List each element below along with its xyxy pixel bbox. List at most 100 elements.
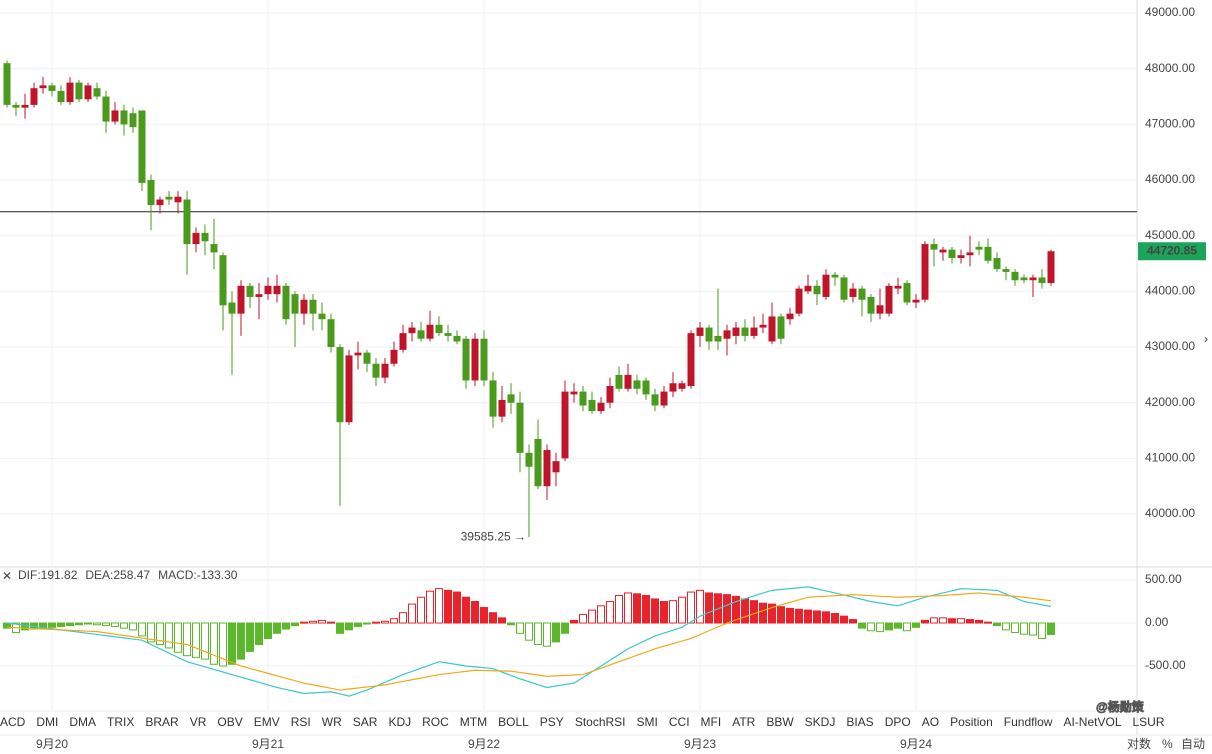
- indicator-tab[interactable]: BIAS: [846, 715, 873, 729]
- indicator-tab[interactable]: WR: [322, 715, 342, 729]
- legend-entry: DIF:191.82: [18, 568, 78, 582]
- candle-body: [21, 104, 29, 108]
- candle-body: [174, 196, 182, 203]
- macd-bar: [813, 610, 821, 624]
- macd-line: [6, 586, 1052, 697]
- macd-bar: [1047, 622, 1055, 635]
- candle-body: [66, 82, 74, 103]
- candle-body: [156, 199, 164, 206]
- macd-bar: [426, 590, 434, 624]
- y-tick-label: 44000.00: [1145, 284, 1195, 298]
- indicator-tab[interactable]: DMA: [69, 715, 96, 729]
- macd-bar: [867, 622, 875, 632]
- macd-bar: [318, 619, 326, 624]
- indicator-tab[interactable]: EMV: [254, 715, 280, 729]
- candle-body: [480, 338, 488, 381]
- indicator-tab[interactable]: ROC: [422, 715, 449, 729]
- candle-body: [633, 380, 641, 389]
- macd-bar: [597, 605, 605, 624]
- macd-bar: [561, 622, 569, 634]
- indicator-tab[interactable]: AO: [922, 715, 939, 729]
- macd-bar: [300, 621, 308, 624]
- candle-body: [399, 333, 407, 350]
- indicator-tab[interactable]: ATR: [732, 715, 755, 729]
- macd-bar: [516, 622, 524, 634]
- macd-bar: [732, 595, 740, 624]
- candle-body: [669, 383, 677, 392]
- macd-bar: [642, 595, 650, 624]
- option-toggle[interactable]: %: [1162, 737, 1173, 751]
- indicator-tab[interactable]: BBW: [766, 715, 794, 729]
- indicator-tab[interactable]: KDJ: [388, 715, 411, 729]
- indicator-tab[interactable]: StochRSI: [575, 715, 626, 729]
- macd-bar: [651, 598, 659, 624]
- macd-bar: [84, 622, 92, 625]
- candle-body: [246, 285, 254, 297]
- settings-icon[interactable]: ✕: [2, 569, 12, 583]
- macd-bar: [903, 622, 911, 632]
- indicator-tab[interactable]: SAR: [353, 715, 378, 729]
- macd-bar: [894, 622, 902, 629]
- indicator-tab[interactable]: MACD: [0, 715, 26, 729]
- macd-bar: [588, 609, 596, 624]
- macd-bar: [624, 592, 632, 624]
- indicator-tab[interactable]: AI-NetVOL: [1063, 715, 1121, 729]
- indicator-tab[interactable]: BRAR: [145, 715, 179, 729]
- macd-bar: [552, 622, 560, 643]
- macd-bar: [345, 622, 353, 631]
- macd-bar: [921, 619, 929, 624]
- watermark: @杨勋策: [1096, 699, 1145, 714]
- candle-body: [462, 338, 470, 381]
- candle-body: [426, 324, 434, 339]
- macd-bar: [246, 622, 254, 652]
- macd-bar: [489, 612, 497, 624]
- macd-bar: [309, 620, 317, 624]
- y-tick-label: 500.00: [1145, 572, 1182, 586]
- indicator-tab[interactable]: DPO: [885, 715, 911, 729]
- expand-handle[interactable]: ›: [1204, 332, 1208, 346]
- indicator-tab[interactable]: SKDJ: [805, 715, 836, 729]
- indicator-tab[interactable]: SMI: [637, 715, 658, 729]
- candle-body: [165, 196, 173, 200]
- y-tick-label: 40000.00: [1145, 506, 1195, 520]
- candle-body: [876, 305, 884, 314]
- last-price-tag: [1138, 242, 1206, 261]
- indicator-tab[interactable]: Fundflow: [1004, 715, 1053, 729]
- option-toggle[interactable]: 对数: [1127, 736, 1151, 751]
- macd-bar: [579, 613, 587, 624]
- candle-body: [813, 285, 821, 295]
- indicator-tab[interactable]: TRIX: [107, 715, 134, 729]
- indicator-tab[interactable]: MFI: [701, 715, 722, 729]
- candle-body: [336, 347, 344, 423]
- candle-body: [561, 391, 569, 459]
- macd-bar: [507, 622, 515, 626]
- indicator-tab[interactable]: PSY: [540, 715, 564, 729]
- macd-bar: [822, 611, 830, 624]
- macd-bar: [255, 622, 263, 646]
- macd-bar: [399, 612, 407, 624]
- macd-bar: [849, 619, 857, 624]
- candle-body: [201, 232, 209, 242]
- indicator-tab[interactable]: DMI: [36, 715, 58, 729]
- candle-body: [381, 363, 389, 378]
- macd-bar: [120, 622, 128, 629]
- macd-bar: [174, 622, 182, 653]
- indicator-tab[interactable]: LSUR: [1133, 715, 1165, 729]
- macd-bar: [75, 622, 83, 626]
- candle-body: [759, 324, 767, 328]
- macd-bar: [1011, 622, 1019, 633]
- candle-body: [39, 85, 47, 89]
- indicator-tab[interactable]: OBV: [217, 715, 242, 729]
- candle-body: [597, 402, 605, 412]
- option-toggle[interactable]: 自动: [1181, 737, 1205, 751]
- macd-bar: [165, 622, 173, 649]
- candle-body: [390, 349, 398, 364]
- candle-body: [894, 285, 902, 289]
- indicator-tab[interactable]: RSI: [291, 715, 311, 729]
- indicator-tab[interactable]: Position: [950, 715, 993, 729]
- indicator-tab[interactable]: CCI: [669, 715, 690, 729]
- candle-body: [12, 104, 20, 108]
- indicator-tab[interactable]: MTM: [460, 715, 487, 729]
- indicator-tab[interactable]: BOLL: [498, 715, 529, 729]
- indicator-tab[interactable]: VR: [190, 715, 207, 729]
